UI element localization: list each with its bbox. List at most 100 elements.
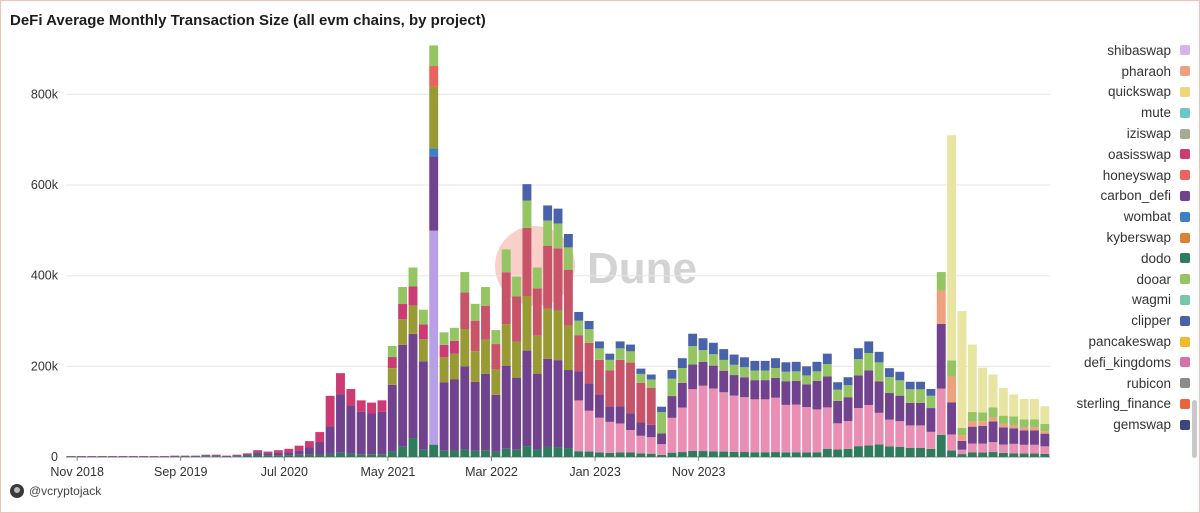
legend-item-wombat[interactable]: wombat: [1040, 206, 1190, 227]
bar[interactable]: [998, 388, 1008, 457]
legend-item-defi-kingdoms[interactable]: defi_kingdoms: [1040, 352, 1190, 373]
bar[interactable]: [201, 454, 211, 457]
bar[interactable]: [429, 45, 439, 457]
bar[interactable]: [594, 341, 604, 457]
legend-item-oasisswap[interactable]: oasisswap: [1040, 144, 1190, 165]
bar[interactable]: [978, 367, 988, 457]
bar[interactable]: [501, 249, 511, 457]
bar[interactable]: [677, 358, 687, 457]
bar[interactable]: [532, 267, 542, 457]
bar[interactable]: [1040, 406, 1050, 457]
bar[interactable]: [926, 389, 936, 457]
bar[interactable]: [191, 455, 200, 458]
bar[interactable]: [522, 184, 532, 457]
bar[interactable]: [263, 451, 273, 457]
bar[interactable]: [905, 381, 915, 457]
legend-item-honeyswap[interactable]: honeyswap: [1040, 165, 1190, 186]
bar[interactable]: [698, 338, 708, 457]
bar[interactable]: [377, 400, 387, 457]
bar[interactable]: [232, 454, 242, 457]
bar[interactable]: [708, 342, 718, 457]
bar[interactable]: [822, 353, 832, 457]
bar[interactable]: [77, 456, 86, 458]
bar[interactable]: [760, 360, 770, 457]
bar[interactable]: [387, 345, 397, 457]
bar[interactable]: [729, 354, 739, 457]
bar[interactable]: [118, 456, 128, 458]
bar[interactable]: [159, 456, 169, 458]
bar[interactable]: [791, 361, 801, 457]
bar[interactable]: [916, 381, 925, 457]
bar[interactable]: [1030, 398, 1039, 457]
legend-item-pharaoh[interactable]: pharaoh: [1040, 61, 1190, 82]
bar[interactable]: [957, 311, 967, 457]
bar[interactable]: [253, 450, 263, 457]
bar[interactable]: [211, 454, 221, 457]
bar[interactable]: [988, 374, 998, 457]
bar[interactable]: [336, 373, 345, 457]
bar[interactable]: [967, 344, 977, 457]
bar[interactable]: [843, 377, 853, 457]
bar[interactable]: [646, 374, 656, 457]
bar[interactable]: [563, 234, 573, 457]
legend-item-dooar[interactable]: dooar: [1040, 269, 1190, 290]
legend-item-dodo[interactable]: dodo: [1040, 248, 1190, 269]
bar[interactable]: [294, 445, 304, 457]
legend-scrollbar[interactable]: [1192, 400, 1197, 458]
bar[interactable]: [1009, 394, 1019, 457]
legend-item-gemswap[interactable]: gemswap: [1040, 414, 1190, 435]
bar[interactable]: [853, 348, 863, 457]
bar[interactable]: [657, 406, 667, 457]
bar[interactable]: [222, 455, 231, 458]
bar[interactable]: [771, 358, 780, 457]
bar[interactable]: [180, 455, 190, 458]
bar[interactable]: [367, 402, 377, 457]
bar[interactable]: [574, 311, 584, 457]
bar[interactable]: [470, 303, 480, 457]
bar[interactable]: [584, 321, 594, 457]
bar[interactable]: [895, 371, 905, 457]
bar[interactable]: [408, 267, 418, 457]
bar[interactable]: [833, 382, 843, 457]
bar[interactable]: [719, 349, 729, 457]
bar[interactable]: [356, 400, 366, 457]
bar[interactable]: [128, 456, 138, 458]
bar[interactable]: [439, 332, 449, 457]
bar[interactable]: [481, 287, 490, 457]
legend-item-quickswap[interactable]: quickswap: [1040, 82, 1190, 103]
bar[interactable]: [304, 441, 314, 457]
bar[interactable]: [284, 448, 294, 457]
legend-item-clipper[interactable]: clipper: [1040, 310, 1190, 331]
bar[interactable]: [936, 272, 946, 457]
bar[interactable]: [543, 205, 553, 457]
bar[interactable]: [491, 330, 501, 457]
bar[interactable]: [1019, 398, 1029, 457]
bar[interactable]: [615, 341, 625, 457]
legend-item-mute[interactable]: mute: [1040, 102, 1190, 123]
bar[interactable]: [802, 366, 812, 457]
bar[interactable]: [315, 432, 325, 457]
bar[interactable]: [874, 351, 884, 457]
bar[interactable]: [139, 456, 149, 458]
bar[interactable]: [449, 327, 459, 457]
legend-item-kyberswap[interactable]: kyberswap: [1040, 227, 1190, 248]
bar[interactable]: [667, 369, 677, 457]
bar[interactable]: [87, 456, 97, 458]
bar[interactable]: [273, 450, 283, 457]
bar[interactable]: [885, 368, 894, 457]
bar[interactable]: [605, 353, 615, 457]
bar[interactable]: [553, 208, 563, 457]
legend-item-iziswap[interactable]: iziswap: [1040, 123, 1190, 144]
bar[interactable]: [149, 456, 159, 458]
legend-item-carbon-defi[interactable]: carbon_defi: [1040, 186, 1190, 207]
bar[interactable]: [947, 135, 957, 457]
bar[interactable]: [460, 272, 470, 457]
bar[interactable]: [242, 453, 252, 457]
bar[interactable]: [626, 344, 635, 457]
bar[interactable]: [108, 456, 118, 458]
bar[interactable]: [66, 456, 76, 458]
bar[interactable]: [418, 309, 428, 457]
bar[interactable]: [864, 341, 874, 457]
bar[interactable]: [398, 287, 408, 457]
bar[interactable]: [170, 455, 180, 458]
